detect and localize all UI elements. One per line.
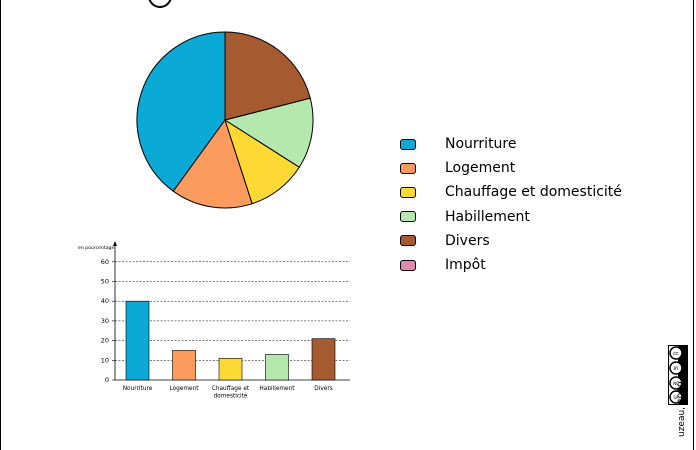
legend-swatch [400, 162, 416, 174]
x-tick-label: Divers [314, 386, 332, 392]
badge-label: SA [673, 395, 679, 400]
legend-label: Divers [445, 232, 490, 249]
legend-swatch [400, 259, 416, 271]
x-tick-label: domesticité [214, 393, 248, 400]
cc-by-nc-sa-icon: cc BY NC SA [668, 345, 688, 405]
bar [265, 354, 289, 381]
legend-swatch [400, 138, 416, 150]
legend-label: Nourriture [445, 136, 517, 153]
x-tick-label: Chauffage et [212, 386, 250, 392]
bar [218, 358, 243, 381]
badge-label: NC [673, 381, 679, 386]
legend-label: Impôt [445, 257, 486, 274]
legend-swatch [400, 211, 416, 223]
pie-slice-logement [172, 118, 253, 209]
legend-swatch [400, 186, 416, 198]
legend-label: Habillement [445, 208, 530, 225]
pie-slice-nourriture [136, 31, 226, 192]
legend-item: Impôt [400, 253, 622, 277]
y-tick-label: 20 [101, 337, 109, 345]
y-tick-label: 0 [105, 376, 109, 384]
bar [172, 350, 196, 381]
y-axis-label: en pourcentage [78, 245, 114, 251]
pie-chart [136, 31, 314, 209]
y-tick-label: 10 [101, 356, 109, 364]
legend-swatch [400, 235, 416, 247]
badge-label: BY [674, 366, 680, 371]
legend-item: Habillement [400, 205, 622, 229]
pie-slice-habillement [223, 97, 314, 168]
x-tick-label: Nourriture [123, 386, 153, 392]
legend-item: Chauffage et domesticité [400, 180, 622, 204]
y-axis-arrow [113, 241, 117, 246]
legend-item: Logement [400, 156, 622, 180]
x-tick-label: Habillement [259, 386, 295, 392]
bar [311, 338, 336, 381]
y-tick-label: 40 [101, 297, 109, 305]
chart-legend: Nourriture Logement Chauffage et domestici… [400, 132, 622, 277]
x-tick-label: Logement [169, 386, 199, 392]
legend-label: Chauffage et domesticité [445, 184, 622, 201]
legend-label: Logement [445, 160, 516, 177]
legend-item: Nourriture [400, 132, 622, 156]
badge-label: cc [673, 351, 679, 357]
credit-text: uzeau, 2019 [677, 381, 687, 437]
y-tick-label: 60 [101, 258, 109, 266]
bar [125, 300, 150, 381]
bar-chart: en pourcentage 0 10 20 30 40 50 60 Nourriture Log… [78, 241, 350, 400]
legend-item: Divers [400, 229, 622, 253]
y-tick-label: 50 [101, 278, 109, 286]
y-tick-label: 30 [101, 317, 109, 325]
pie-slice-divers [224, 31, 311, 121]
